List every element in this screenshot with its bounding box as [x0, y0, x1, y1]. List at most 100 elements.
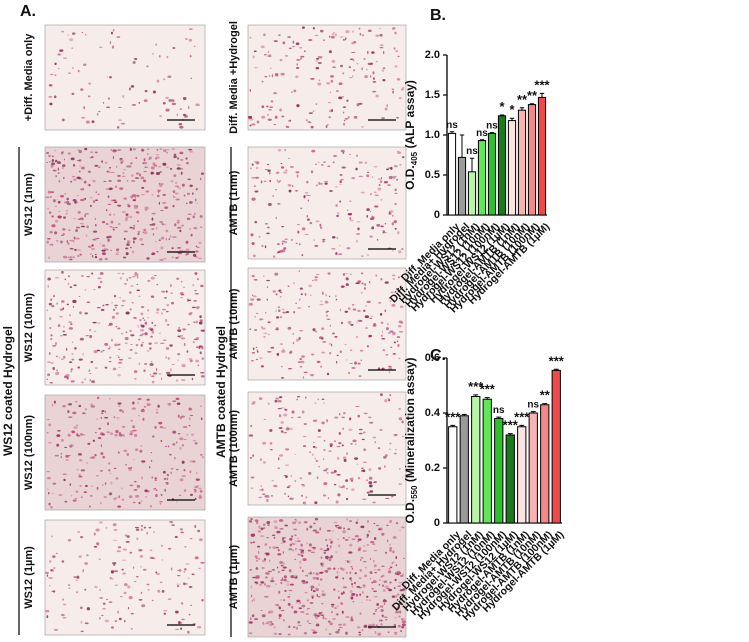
cell — [172, 400, 177, 402]
cell — [304, 292, 307, 296]
cell — [340, 567, 343, 570]
cell — [395, 555, 398, 560]
cell — [387, 539, 389, 543]
cell — [339, 486, 344, 489]
cell — [390, 346, 393, 348]
cell — [75, 401, 78, 403]
cell — [292, 332, 294, 335]
cell — [254, 618, 259, 621]
cell — [281, 537, 286, 539]
cell — [389, 442, 392, 445]
cell — [333, 483, 337, 486]
cell — [270, 346, 275, 349]
cell — [188, 424, 191, 427]
cell — [263, 54, 267, 56]
cell — [277, 467, 280, 469]
cell — [262, 460, 266, 464]
cell — [398, 97, 402, 100]
cell — [49, 382, 53, 384]
cell — [97, 277, 102, 280]
cell — [343, 591, 345, 594]
cell — [96, 486, 99, 490]
cell — [397, 574, 400, 576]
cell — [361, 601, 363, 603]
cell — [124, 464, 128, 466]
cell — [250, 167, 252, 170]
cell — [398, 417, 403, 421]
cell — [46, 378, 48, 381]
cell — [154, 324, 156, 327]
cell — [67, 34, 69, 36]
cell — [98, 558, 101, 561]
cell — [112, 561, 117, 565]
cell — [346, 452, 348, 455]
cell — [134, 273, 139, 277]
cell — [326, 314, 328, 317]
cell — [308, 38, 313, 42]
cell — [133, 489, 138, 491]
cell — [295, 42, 300, 46]
cell — [84, 147, 88, 151]
cell — [174, 185, 179, 187]
cell — [120, 305, 125, 307]
cell — [141, 460, 146, 463]
cell — [353, 581, 357, 585]
cell — [125, 311, 130, 315]
cell — [401, 87, 405, 90]
cell — [269, 442, 273, 445]
cell — [295, 190, 298, 192]
error-bar — [499, 114, 505, 116]
cell — [321, 565, 324, 567]
cell — [321, 593, 326, 597]
cell — [68, 229, 71, 231]
cell — [309, 294, 312, 296]
cell — [183, 583, 188, 585]
cell — [248, 520, 253, 523]
cell — [321, 337, 324, 340]
cell — [138, 295, 141, 297]
cell — [337, 493, 341, 497]
cell — [365, 599, 368, 601]
cell — [323, 440, 326, 442]
cell — [345, 497, 349, 501]
cell — [330, 540, 334, 544]
micrograph — [44, 146, 206, 263]
cell — [401, 420, 404, 424]
cell — [387, 365, 392, 367]
cell — [305, 581, 309, 584]
cell — [72, 305, 75, 308]
cell — [170, 292, 173, 294]
cell — [337, 526, 342, 530]
cell — [289, 166, 294, 168]
cell — [117, 610, 119, 614]
cell — [46, 574, 49, 577]
micrograph — [247, 24, 407, 131]
cell — [110, 249, 113, 252]
cell — [360, 525, 365, 529]
cell — [390, 547, 392, 549]
cell — [273, 536, 276, 539]
cell — [351, 592, 356, 596]
cell — [154, 479, 158, 481]
cell — [159, 221, 164, 223]
cell — [342, 111, 345, 114]
cell — [362, 469, 366, 473]
cell — [93, 288, 96, 291]
cell — [342, 577, 345, 580]
cell — [250, 541, 253, 544]
cell — [254, 161, 256, 163]
cell — [84, 588, 87, 591]
cell — [66, 239, 68, 243]
cell — [356, 232, 361, 235]
cell — [310, 551, 315, 554]
cell — [260, 45, 265, 49]
cell — [46, 419, 50, 421]
cell — [89, 329, 92, 332]
cell — [49, 560, 52, 563]
cell — [131, 301, 134, 304]
cell — [308, 284, 313, 288]
cell — [260, 365, 264, 368]
cell — [392, 175, 396, 179]
cell — [102, 102, 105, 104]
cell — [67, 72, 72, 74]
